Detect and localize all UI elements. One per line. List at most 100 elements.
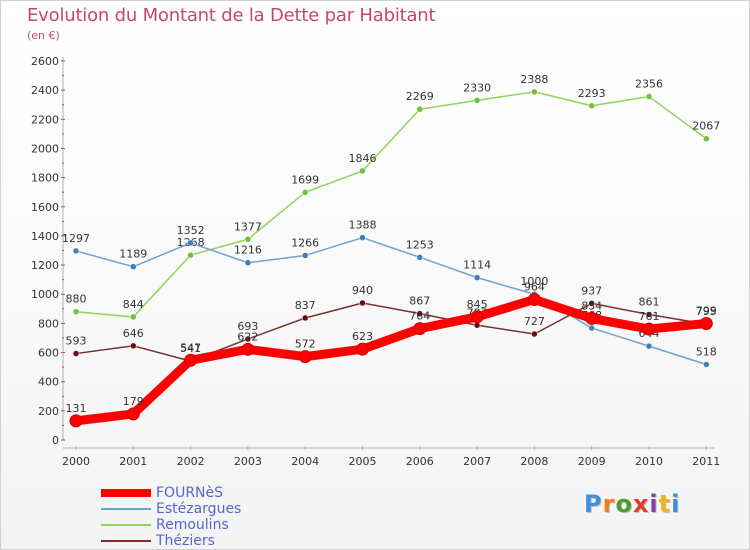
legend-label: Remoulins: [156, 517, 229, 533]
legend-label: Estézargues: [156, 501, 242, 517]
data-point: [130, 342, 137, 350]
data-label: 693: [237, 320, 258, 333]
data-label: 1189: [119, 248, 147, 261]
legend-swatch: [101, 524, 151, 526]
data-point: [473, 274, 481, 281]
data-point: [359, 299, 366, 307]
series-line: [75, 236, 708, 366]
data-point: [130, 263, 137, 270]
series-line: [75, 302, 708, 362]
series-line: [71, 294, 711, 426]
data-label: 844: [123, 298, 144, 311]
data-point: [413, 322, 427, 336]
data-label: 834: [581, 299, 602, 312]
data-label: 1846: [349, 152, 377, 165]
data-label: 541: [180, 342, 201, 355]
data-point: [531, 330, 538, 338]
data-label: 1388: [349, 219, 377, 232]
logo-letter: x: [632, 490, 650, 518]
data-point: [416, 105, 424, 113]
data-point: [301, 252, 309, 259]
data-label: 845: [467, 298, 488, 311]
x-tick-label: 2003: [234, 455, 262, 468]
data-point: [585, 311, 599, 325]
legend-swatch: [101, 508, 151, 510]
data-label: 837: [295, 299, 316, 312]
x-tick-label: 2000: [62, 455, 90, 468]
logo-letter: i: [649, 490, 659, 518]
x-tick-label: 2008: [520, 455, 548, 468]
data-point: [531, 88, 538, 96]
x-tick-label: 2006: [406, 455, 434, 468]
y-tick-label: 1600: [31, 201, 59, 214]
data-label: 518: [696, 345, 717, 358]
data-point: [69, 414, 83, 428]
data-point: [356, 342, 369, 356]
data-label: 1000: [520, 275, 548, 288]
data-label: 1699: [291, 173, 319, 186]
y-tick-label: 400: [38, 376, 59, 389]
data-label: 1352: [177, 224, 205, 237]
data-label: 727: [524, 315, 545, 328]
logo-letter: o: [615, 490, 633, 518]
data-point: [244, 236, 252, 243]
y-tick-label: 800: [38, 317, 59, 330]
y-tick-label: 1800: [31, 172, 59, 185]
chart-legend: FOURNèS Estézargues Remoulins Théziers: [101, 485, 241, 549]
series-th-ziers: 593646541693837940867787727937861795: [66, 284, 717, 365]
data-point: [298, 350, 312, 364]
data-point: [244, 259, 252, 266]
y-tick-label: 2600: [31, 55, 59, 68]
data-point: [588, 102, 595, 110]
chart-title: Evolution du Montant de la Dette par Hab…: [27, 5, 436, 26]
data-label: 1266: [291, 236, 319, 249]
series-est-zargues: 1297118913521216126613881253111410007686…: [62, 219, 717, 368]
data-label: 179: [123, 395, 144, 408]
data-label: 1114: [463, 259, 491, 272]
data-label: 2293: [578, 87, 606, 100]
data-label: 1216: [234, 244, 262, 257]
data-point: [359, 234, 366, 241]
data-point: [699, 317, 713, 331]
data-label: 2269: [406, 90, 434, 103]
logo-letter: r: [602, 490, 616, 518]
data-label: 867: [409, 295, 430, 308]
data-point: [527, 292, 541, 306]
data-label: 937: [581, 284, 602, 297]
y-tick-label: 1400: [31, 230, 59, 243]
data-point: [126, 407, 140, 421]
legend-item: FOURNèS: [101, 485, 241, 501]
data-point: [359, 167, 366, 175]
data-label: 2330: [463, 81, 491, 94]
data-point: [645, 311, 653, 318]
data-label: 547: [180, 341, 201, 354]
data-label: 940: [352, 284, 373, 297]
y-tick-label: 1200: [31, 259, 59, 272]
data-point: [301, 189, 309, 196]
data-label: 1377: [234, 220, 262, 233]
legend-item: Remoulins: [101, 517, 241, 533]
x-tick-label: 2004: [291, 455, 319, 468]
data-point: [645, 342, 653, 350]
x-tick-label: 2005: [349, 455, 377, 468]
data-point: [301, 314, 309, 322]
data-label: 572: [295, 338, 316, 351]
x-tick-label: 2009: [578, 455, 606, 468]
data-point: [187, 251, 194, 259]
x-tick-label: 2001: [119, 455, 147, 468]
data-point: [642, 322, 656, 336]
data-label: 761: [639, 310, 660, 323]
legend-label: FOURNèS: [156, 485, 224, 501]
data-label: 861: [639, 295, 660, 308]
data-label: 1297: [62, 232, 90, 245]
data-label: 646: [123, 327, 144, 340]
x-tick-label: 2007: [463, 455, 491, 468]
data-point: [241, 342, 255, 356]
data-label: 880: [66, 293, 87, 306]
proxiti-logo: Proxiti: [584, 490, 680, 518]
logo-letter: t: [658, 490, 672, 518]
legend-swatch: [101, 540, 151, 542]
series-line: [75, 91, 708, 318]
data-label: 2356: [635, 78, 663, 91]
